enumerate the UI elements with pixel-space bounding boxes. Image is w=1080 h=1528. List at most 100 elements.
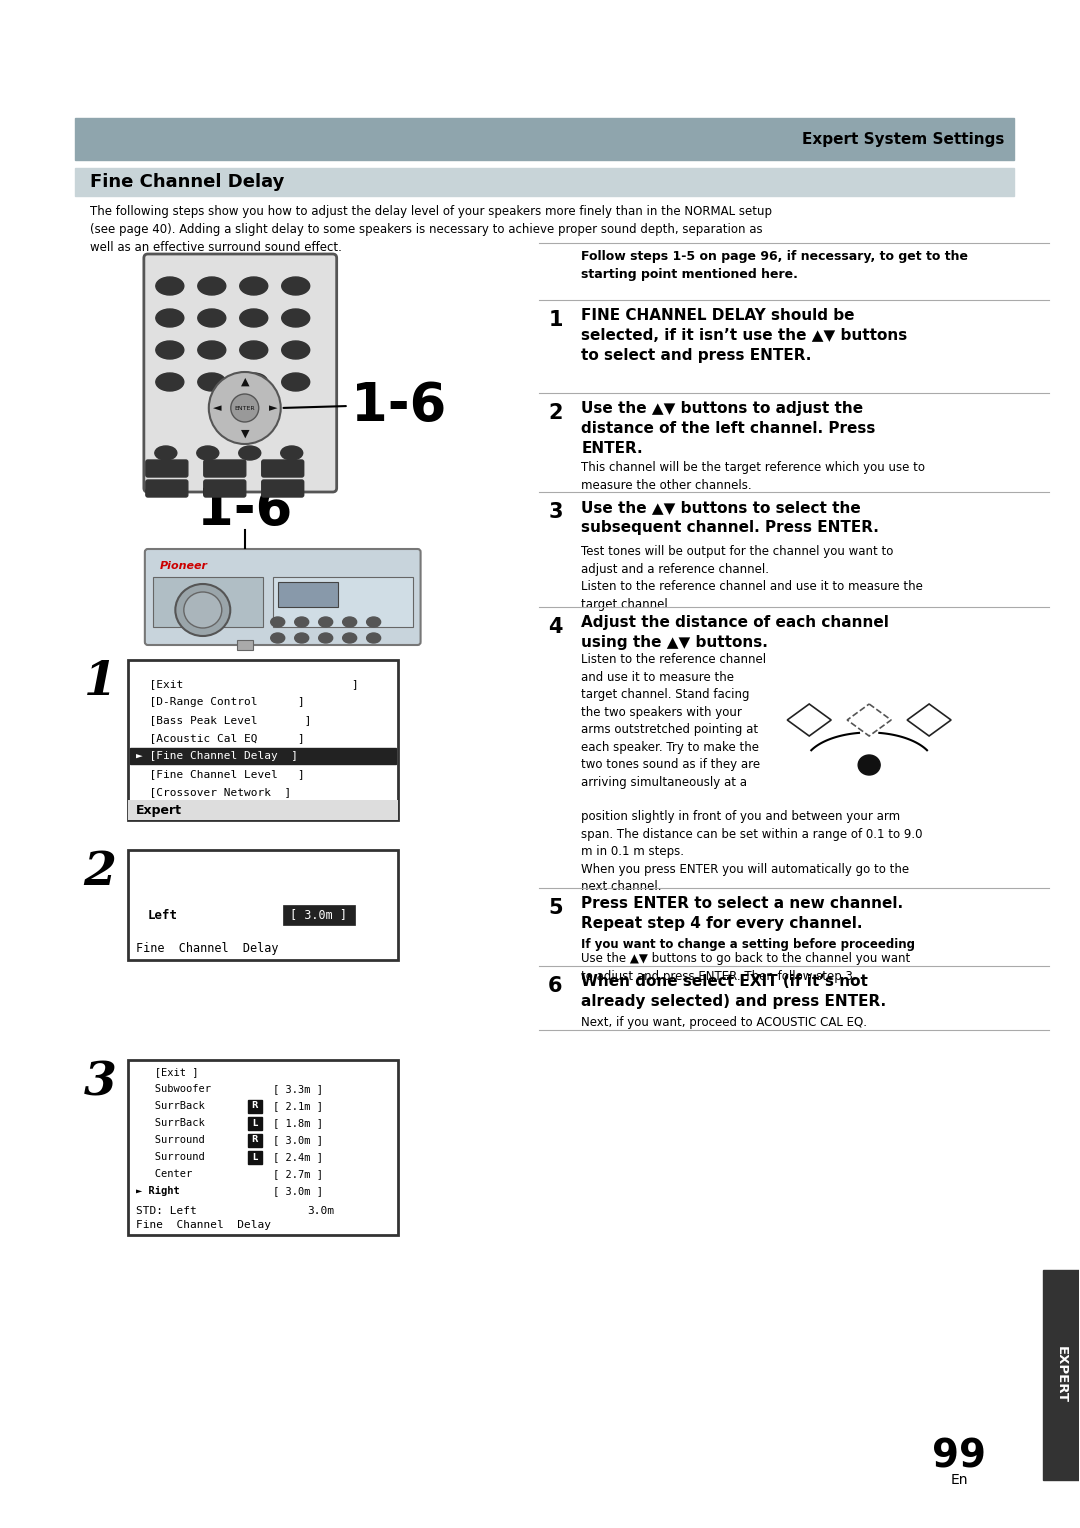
Text: When done select EXIT (if it’s not
already selected) and press ENTER.: When done select EXIT (if it’s not alrea… [581, 973, 887, 1008]
Text: If you want to change a setting before proceeding: If you want to change a setting before p… [581, 938, 916, 950]
FancyBboxPatch shape [146, 480, 188, 497]
Ellipse shape [239, 446, 260, 460]
Ellipse shape [271, 617, 285, 626]
Bar [247, 1117, 261, 1131]
Text: 99: 99 [932, 1436, 986, 1475]
Bar [127, 801, 397, 821]
FancyBboxPatch shape [146, 460, 188, 477]
Text: The following steps show you how to adjust the delay level of your speakers more: The following steps show you how to adju… [90, 205, 772, 254]
Text: [Acoustic Cal EQ      ]: [Acoustic Cal EQ ] [136, 733, 305, 743]
Text: Left: Left [148, 909, 178, 921]
Ellipse shape [282, 341, 310, 359]
Text: 2: 2 [83, 850, 117, 895]
Text: Press ENTER to select a new channel.
Repeat step 4 for every channel.: Press ENTER to select a new channel. Rep… [581, 895, 904, 931]
Text: Expert System Settings: Expert System Settings [801, 131, 1004, 147]
Bar [127, 1060, 397, 1235]
Ellipse shape [156, 277, 184, 295]
Text: SurrBack: SurrBack [136, 1102, 204, 1111]
Text: [ 3.0m ]: [ 3.0m ] [273, 1135, 323, 1144]
Text: [D-Range Control      ]: [D-Range Control ] [136, 697, 305, 707]
Ellipse shape [295, 633, 309, 643]
Text: ► [Fine Channel Delay  ]: ► [Fine Channel Delay ] [136, 750, 298, 761]
Text: [Fine Channel Level   ]: [Fine Channel Level ] [136, 769, 305, 779]
Ellipse shape [156, 373, 184, 391]
Text: Surround: Surround [136, 1135, 204, 1144]
Text: 1-6: 1-6 [351, 380, 446, 432]
Text: ◄: ◄ [213, 403, 221, 413]
Ellipse shape [319, 633, 333, 643]
Bar [283, 905, 354, 924]
Text: Test tones will be output for the channel you want to
adjust and a reference cha: Test tones will be output for the channe… [581, 545, 923, 611]
Text: [ 2.7m ]: [ 2.7m ] [273, 1169, 323, 1180]
Ellipse shape [282, 309, 310, 327]
Text: 5: 5 [549, 898, 563, 918]
Ellipse shape [231, 394, 259, 422]
Text: En: En [950, 1473, 968, 1487]
FancyBboxPatch shape [261, 460, 303, 477]
Ellipse shape [240, 373, 268, 391]
FancyBboxPatch shape [204, 460, 246, 477]
Ellipse shape [184, 591, 221, 628]
FancyBboxPatch shape [145, 549, 420, 645]
Polygon shape [787, 704, 832, 736]
Ellipse shape [198, 277, 226, 295]
Bar [247, 1134, 261, 1148]
FancyBboxPatch shape [261, 480, 303, 497]
Text: FINE CHANNEL DELAY should be
selected, if it isn’t use the ▲▼ buttons
to select : FINE CHANNEL DELAY should be selected, i… [581, 309, 907, 362]
Text: Expert: Expert [136, 804, 181, 816]
Text: [ 3.3m ]: [ 3.3m ] [273, 1083, 323, 1094]
Bar [247, 1151, 261, 1164]
Text: 3: 3 [549, 503, 563, 523]
Ellipse shape [197, 446, 219, 460]
Bar [127, 850, 397, 960]
Text: [ 3.0m ]: [ 3.0m ] [273, 1186, 323, 1196]
Ellipse shape [175, 584, 230, 636]
Ellipse shape [198, 373, 226, 391]
Text: EXPERT: EXPERT [1054, 1346, 1067, 1404]
Text: ▼: ▼ [241, 429, 249, 439]
Bar [127, 660, 397, 821]
Text: ►: ► [269, 403, 276, 413]
Text: 1: 1 [83, 659, 117, 704]
Text: Center: Center [136, 1169, 192, 1180]
Ellipse shape [859, 755, 880, 775]
Ellipse shape [156, 341, 184, 359]
Text: 3.0m: 3.0m [308, 1206, 335, 1216]
Text: Use the ▲▼ buttons to select the
subsequent channel. Press ENTER.: Use the ▲▼ buttons to select the subsequ… [581, 500, 879, 535]
Text: L: L [252, 1152, 257, 1161]
Text: Fine Channel Delay: Fine Channel Delay [90, 173, 284, 191]
Polygon shape [907, 704, 951, 736]
Text: Surround: Surround [136, 1152, 204, 1161]
Text: Use the ▲▼ buttons to go back to the channel you want
to adjust and press ENTER.: Use the ▲▼ buttons to go back to the cha… [581, 952, 910, 983]
Text: [Exit                         ]: [Exit ] [136, 678, 359, 689]
Bar [130, 749, 395, 764]
Bar [75, 168, 1014, 196]
Ellipse shape [282, 277, 310, 295]
Ellipse shape [156, 309, 184, 327]
Text: ▲: ▲ [241, 377, 249, 387]
Text: 4: 4 [549, 617, 563, 637]
Text: Adjust the distance of each channel
using the ▲▼ buttons.: Adjust the distance of each channel usin… [581, 614, 889, 649]
Bar [1043, 1270, 1079, 1481]
Ellipse shape [198, 309, 226, 327]
Bar [273, 578, 413, 626]
FancyBboxPatch shape [144, 254, 337, 492]
Text: [ 2.4m ]: [ 2.4m ] [273, 1152, 323, 1161]
Text: ENTER: ENTER [234, 405, 255, 411]
Text: ► Right: ► Right [136, 1186, 179, 1196]
Text: Use the ▲▼ buttons to adjust the
distance of the left channel. Press
ENTER.: Use the ▲▼ buttons to adjust the distanc… [581, 400, 876, 455]
Ellipse shape [208, 371, 281, 445]
Text: [ 3.0m ]: [ 3.0m ] [291, 909, 347, 921]
Text: 2: 2 [549, 403, 563, 423]
Text: 1-6: 1-6 [197, 484, 293, 536]
Ellipse shape [282, 373, 310, 391]
Ellipse shape [319, 617, 333, 626]
Text: [Exit ]: [Exit ] [136, 1067, 199, 1077]
Text: Fine  Channel  Delay: Fine Channel Delay [136, 941, 279, 955]
Text: [ 2.1m ]: [ 2.1m ] [273, 1102, 323, 1111]
Text: This channel will be the target reference which you use to
measure the other cha: This channel will be the target referenc… [581, 461, 926, 492]
Text: [ 1.8m ]: [ 1.8m ] [273, 1118, 323, 1128]
Text: position slightly in front of you and between your arm
span. The distance can be: position slightly in front of you and be… [581, 810, 923, 892]
Text: R: R [252, 1135, 258, 1144]
Text: [Crossover Network  ]: [Crossover Network ] [136, 787, 292, 798]
